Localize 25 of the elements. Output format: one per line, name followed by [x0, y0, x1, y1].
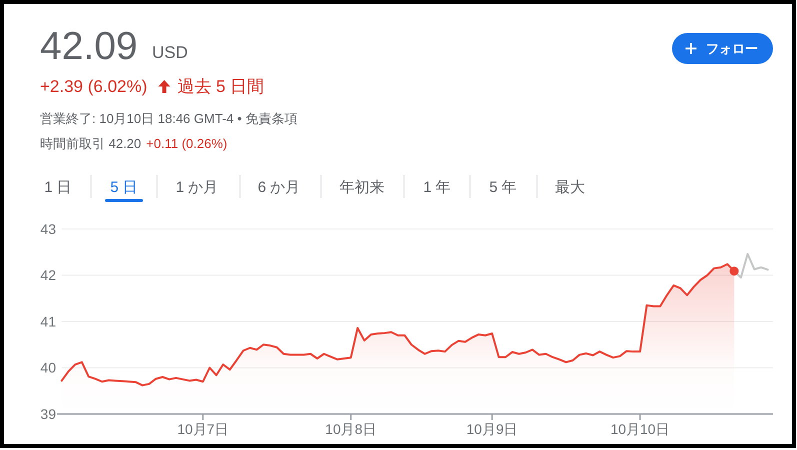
text: 6 か月 — [258, 179, 300, 196]
chart-title: 42.09 — [40, 25, 138, 68]
text: 1 年 — [423, 179, 451, 196]
text: 時間前取引 42.20 — [40, 136, 142, 151]
x-tick-label: 10月7日 — [177, 421, 229, 437]
y-tick-label: 39 — [40, 406, 56, 422]
y-tick-label: 40 — [40, 360, 56, 376]
y-tick-label: 41 — [40, 313, 56, 330]
text: 1 日 — [44, 179, 72, 196]
text: 5 日 — [110, 179, 138, 196]
x-tick-label: 10月10日 — [610, 421, 670, 437]
y-tick-label: 43 — [40, 220, 56, 237]
text: +0.11 (0.26%) — [146, 136, 228, 151]
text: 営業終了: 10月10日 18:46 GMT-4 • 免責条項 — [40, 111, 298, 126]
text: USD — [152, 43, 188, 62]
text: フォロー — [706, 41, 758, 56]
text: 過去 5 日間 — [177, 77, 264, 96]
y-tick-label: 42 — [40, 267, 56, 284]
text: 1 か月 — [176, 179, 218, 196]
x-tick-label: 10月9日 — [466, 421, 518, 437]
text: 最大 — [555, 179, 585, 196]
text: 年初来 — [340, 179, 384, 196]
text: 5 年 — [489, 179, 517, 196]
x-tick-label: 10月8日 — [325, 421, 377, 437]
text: +2.39 (6.02%) — [40, 77, 148, 96]
